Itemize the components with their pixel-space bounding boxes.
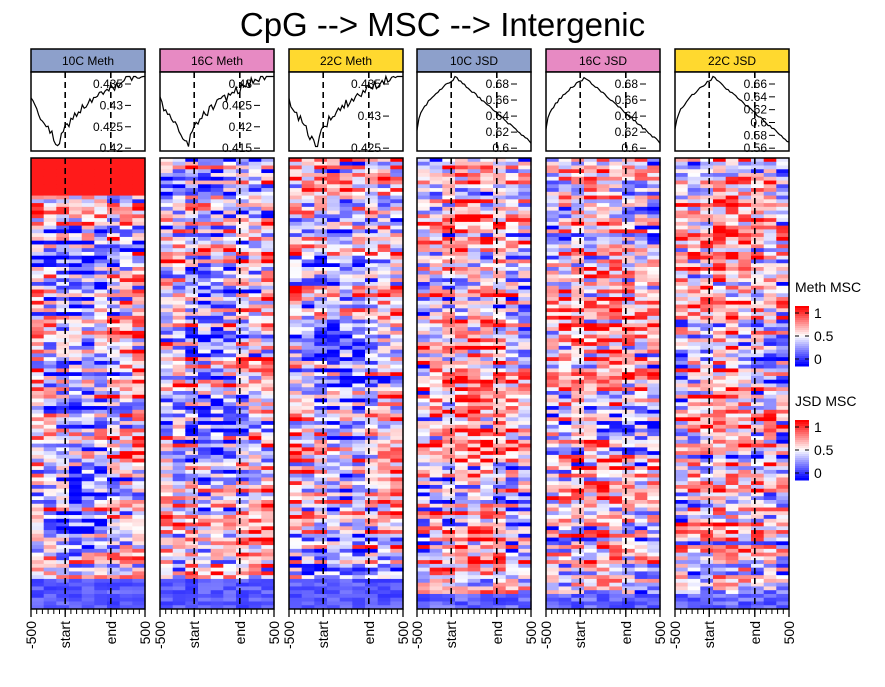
x-tick-label: 500 xyxy=(523,621,539,645)
heatmap-body xyxy=(31,158,146,610)
x-tick-label: end xyxy=(232,621,248,644)
x-tick-label: 500 xyxy=(266,621,282,645)
profile-tick-label: 0.435 xyxy=(351,77,381,91)
legend-tick-label: 0.5 xyxy=(814,328,834,344)
profile-line xyxy=(416,75,532,144)
x-tick-label: start xyxy=(701,621,717,648)
profile-box xyxy=(288,71,404,152)
legend-tick-label: 0.5 xyxy=(814,442,834,458)
panel-header-label: 16C Meth xyxy=(191,54,243,68)
profile-line xyxy=(30,75,145,147)
x-tick-label: 500 xyxy=(652,621,668,645)
profile-box xyxy=(159,71,275,152)
profile-line xyxy=(159,75,274,147)
panel-3: 10C JSD0.680.660.640.620.6-500startend50… xyxy=(409,48,539,649)
profile-box xyxy=(674,71,790,152)
profile-tick-label: 0.66 xyxy=(486,93,510,107)
x-tick-label: end xyxy=(747,621,763,644)
x-tick-label: 500 xyxy=(395,621,411,645)
profile-tick-label: 0.42 xyxy=(100,141,124,155)
legend-tick-label: 1 xyxy=(814,305,822,321)
legend-tick-label: 0 xyxy=(814,465,822,481)
x-tick-label: -500 xyxy=(409,621,425,649)
profile-tick-label: 0.6 xyxy=(621,141,638,155)
heatmap-body xyxy=(289,158,404,610)
heatmap-body xyxy=(675,158,790,610)
x-tick-label: start xyxy=(443,621,459,648)
x-tick-label: -500 xyxy=(667,621,683,649)
profile-box xyxy=(416,71,532,152)
x-tick-label: 500 xyxy=(137,621,153,645)
legend-tick-label: 0 xyxy=(814,351,822,367)
x-tick-label: end xyxy=(361,621,377,644)
profile-line xyxy=(674,75,790,143)
x-tick-label: start xyxy=(186,621,202,648)
profile-tick-label: 0.66 xyxy=(615,93,639,107)
profile-box xyxy=(30,71,146,152)
x-tick-label: end xyxy=(618,621,634,644)
legend-title: Meth MSC xyxy=(795,279,861,295)
panel-1: 16C Meth0.430.4250.420.415-500startend50… xyxy=(152,48,282,649)
heatmap-body xyxy=(546,158,661,610)
legend-title: JSD MSC xyxy=(795,393,856,409)
x-tick-label: start xyxy=(57,621,73,648)
panel-header-label: 10C JSD xyxy=(450,54,498,68)
profile-tick-label: 0.56 xyxy=(744,141,768,155)
legend-0: Meth MSC 1 0.5 0 xyxy=(795,279,861,367)
x-tick-label: -500 xyxy=(23,621,39,649)
panel-header-label: 22C JSD xyxy=(708,54,756,68)
profile-tick-label: 0.425 xyxy=(351,141,381,155)
x-tick-label: end xyxy=(489,621,505,644)
profile-tick-label: 0.415 xyxy=(222,141,252,155)
panel-header-label: 10C Meth xyxy=(62,54,114,68)
x-tick-label: -500 xyxy=(152,621,168,649)
panel-4: 16C JSD0.680.660.640.620.6-500startend50… xyxy=(538,48,668,649)
profile-box xyxy=(545,71,661,152)
panel-header-label: 16C JSD xyxy=(579,54,627,68)
profile-tick-label: 0.425 xyxy=(222,98,252,112)
profile-line xyxy=(545,76,661,144)
chart-title: CpG --> MSC --> Intergenic xyxy=(239,6,646,43)
panel-5: 22C JSD0.660.640.620.60.580.56-500starte… xyxy=(667,48,797,649)
heatmap-body xyxy=(417,158,532,610)
x-tick-label: start xyxy=(572,621,588,648)
x-tick-label: -500 xyxy=(281,621,297,649)
legend-1: JSD MSC 1 0.5 0 xyxy=(795,393,856,481)
x-tick-label: 500 xyxy=(781,621,797,645)
profile-tick-label: 0.435 xyxy=(93,77,123,91)
profile-tick-label: 0.425 xyxy=(93,120,123,134)
panel-header-label: 22C Meth xyxy=(320,54,372,68)
legend-tick-label: 1 xyxy=(814,419,822,435)
profile-tick-label: 0.6 xyxy=(492,141,509,155)
profile-tick-label: 0.62 xyxy=(744,103,768,117)
panel-0: 10C Meth0.4350.430.4250.42-500startend50… xyxy=(23,48,153,649)
x-tick-label: start xyxy=(315,621,331,648)
x-tick-label: -500 xyxy=(538,621,554,649)
heatmap-body xyxy=(160,158,275,610)
x-tick-label: end xyxy=(103,621,119,644)
